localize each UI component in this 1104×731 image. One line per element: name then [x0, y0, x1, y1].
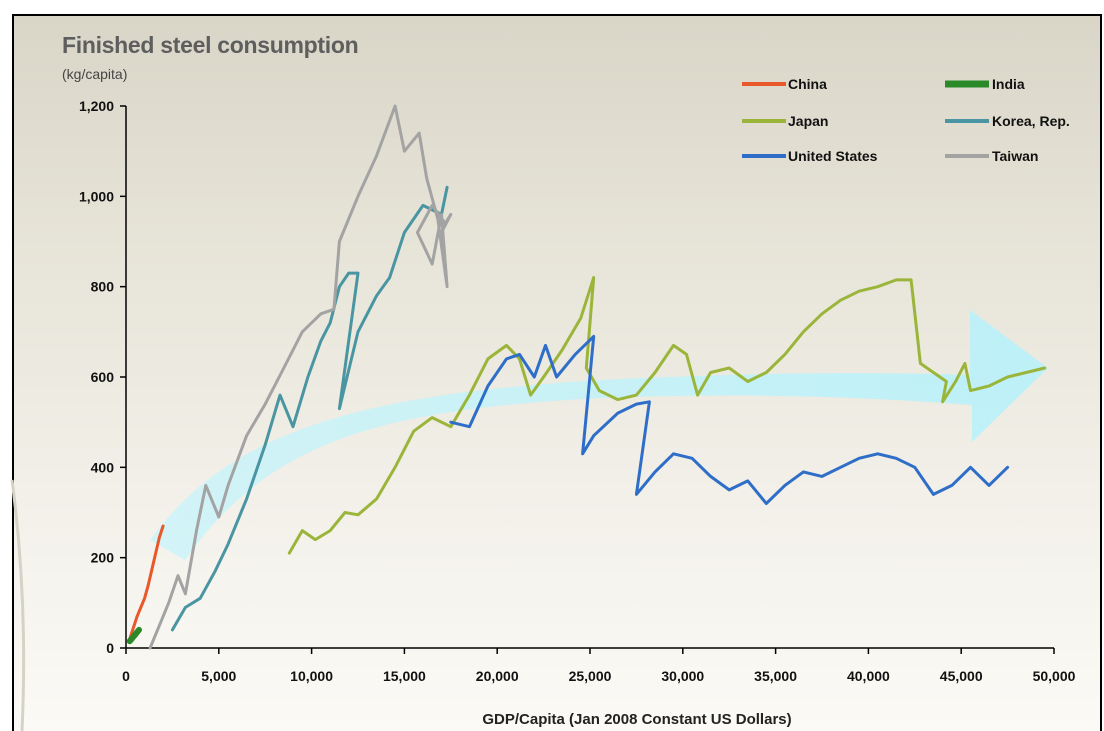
y-tick-label: 200	[91, 550, 115, 566]
chart-title: Finished steel consumption	[62, 32, 359, 58]
legend-label-united-states: United States	[788, 148, 878, 164]
series-line-india	[126, 626, 142, 645]
legend-label-korea-rep: Korea, Rep.	[992, 113, 1070, 129]
trend-arrow	[150, 310, 1048, 560]
x-tick-label: 0	[122, 668, 130, 684]
chart-background	[12, 14, 1102, 731]
x-tick-label: 35,000	[754, 668, 797, 684]
y-tick-label: 800	[91, 279, 115, 295]
series-line-korea-rep	[170, 185, 449, 632]
y-tick-label: 1,000	[79, 188, 114, 204]
x-tick-label: 10,000	[290, 668, 333, 684]
x-tick-label: 45,000	[940, 668, 983, 684]
x-tick-label: 25,000	[569, 668, 612, 684]
series-line-taiwan	[148, 104, 453, 650]
y-tick-label: 600	[91, 369, 115, 385]
legend-label-japan: Japan	[788, 113, 828, 129]
series-line-japan	[287, 276, 1047, 555]
x-tick-label: 30,000	[661, 668, 704, 684]
legend-label-taiwan: Taiwan	[992, 148, 1038, 164]
x-tick-label: 5,000	[201, 668, 236, 684]
series-line-china	[128, 524, 165, 641]
decorative-arc	[10, 479, 26, 731]
y-tick-label: 0	[106, 640, 114, 656]
y-axis-label: (kg/capita)	[62, 66, 128, 82]
axes: 0 200 400 600 800 1,000 1,200 0 5,000 10,000 15,00…	[79, 98, 1076, 684]
x-tick-label: 50,000	[1033, 668, 1076, 684]
x-tick-label: 40,000	[847, 668, 890, 684]
y-tick-label: 1,200	[79, 98, 114, 114]
series-lines	[126, 104, 1047, 650]
x-tick-label: 15,000	[383, 668, 426, 684]
legend-label-india: India	[992, 76, 1025, 92]
legend: China India Japan Korea, Rep. United States T…	[742, 76, 1070, 164]
series-line-united-states	[449, 334, 1010, 505]
y-tick-label: 400	[91, 459, 115, 475]
legend-label-china: China	[788, 76, 827, 92]
x-tick-label: 20,000	[476, 668, 519, 684]
x-axis-label: GDP/Capita (Jan 2008 Constant US Dollars…	[482, 711, 792, 728]
